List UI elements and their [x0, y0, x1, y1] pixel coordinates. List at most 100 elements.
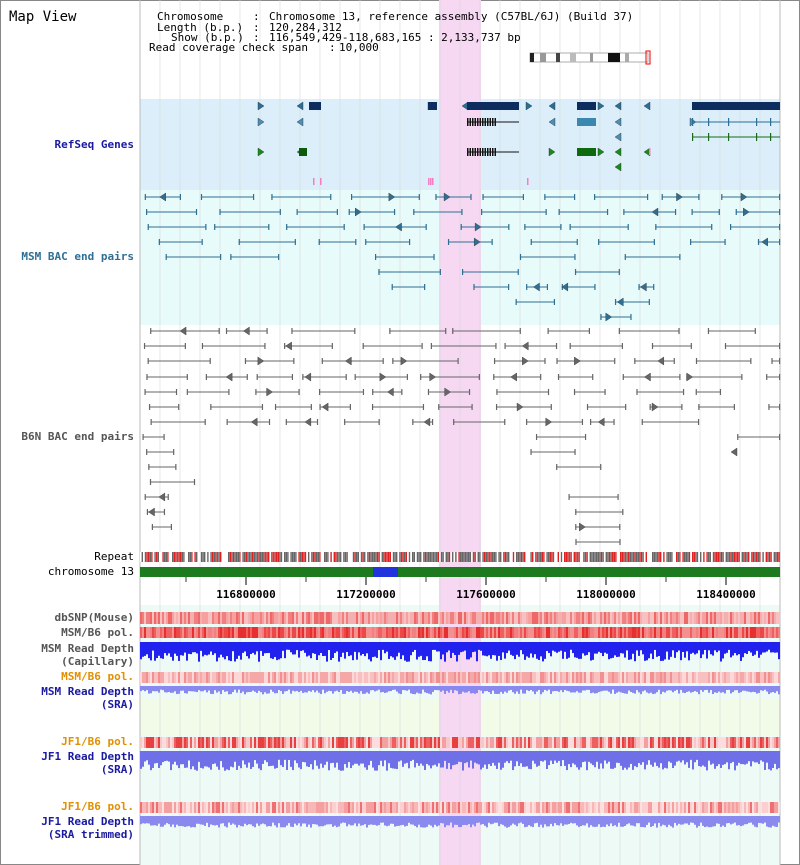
jf1-b6-pol-label-2[interactable]: JF1/B6 pol. — [61, 800, 134, 813]
depth-bar — [628, 816, 630, 824]
bac-end — [573, 389, 576, 395]
stripe-cell — [738, 612, 740, 624]
stripe-cell — [570, 737, 572, 748]
bac-end — [779, 404, 781, 410]
stripe-cell — [224, 672, 226, 683]
depth-bar — [532, 816, 534, 828]
msm-depth-capillary-label-1[interactable]: MSM Read Depth — [41, 642, 134, 655]
bac-end — [569, 343, 571, 349]
depth-bar — [760, 686, 762, 691]
stripe-cell — [354, 672, 356, 683]
stripe-cell — [192, 672, 194, 683]
depth-bar — [316, 642, 318, 661]
stripe-cell — [756, 612, 758, 624]
repeat-element — [304, 552, 307, 562]
repeat-element — [287, 552, 289, 562]
stripe-cell — [716, 612, 718, 624]
stripe-cell — [142, 802, 144, 813]
bac-end — [681, 404, 683, 410]
bac-end — [779, 358, 781, 364]
depth-bar — [152, 686, 154, 692]
depth-bar — [760, 816, 762, 824]
stripe-cell — [602, 612, 604, 624]
depth-bar — [148, 686, 150, 694]
stripe-cell — [614, 612, 616, 624]
stripe-cell — [452, 612, 454, 624]
stripe-cell — [582, 802, 584, 813]
depth-bar — [686, 642, 688, 652]
depth-bar — [378, 751, 380, 766]
stripe-cell — [642, 672, 644, 683]
bac-end — [600, 314, 602, 320]
stripe-cell — [404, 612, 406, 624]
msm-depth-sra-label-1[interactable]: MSM Read Depth — [41, 685, 134, 698]
depth-bar — [210, 751, 212, 770]
depth-bar — [324, 816, 326, 826]
jf1-depth-sra-label-1[interactable]: JF1 Read Depth — [41, 750, 134, 763]
stripe-cell — [584, 802, 586, 813]
depth-bar — [388, 751, 390, 764]
stripe-cell — [154, 802, 156, 813]
b6n-bac-label[interactable]: B6N BAC end pairs — [21, 430, 134, 443]
gene-tick — [432, 178, 434, 185]
bac-end — [695, 358, 698, 364]
stripe-cell — [612, 672, 614, 683]
stripe-cell — [694, 627, 696, 638]
depth-bar — [742, 642, 744, 658]
depth-bar — [472, 751, 474, 769]
depth-bar — [528, 816, 530, 826]
repeat-element — [589, 552, 591, 562]
bac-end — [589, 419, 592, 425]
msm-bac-label[interactable]: MSM BAC end pairs — [21, 250, 134, 263]
axis-tick-label: 118400000 — [696, 588, 756, 601]
stripe-cell — [622, 627, 624, 638]
stripe-cell — [148, 802, 150, 813]
depth-bar — [580, 686, 582, 693]
depth-bar — [750, 751, 752, 767]
stripe-cell — [198, 737, 200, 748]
gene-exon — [489, 148, 491, 156]
repeat-element — [685, 552, 687, 562]
depth-bar — [306, 686, 308, 693]
depth-bar — [758, 686, 760, 693]
depth-bar — [508, 686, 510, 691]
depth-bar — [736, 816, 738, 826]
depth-bar — [706, 816, 708, 827]
stripe-cell — [624, 627, 626, 638]
bac-end-marker — [444, 387, 452, 397]
stripe-cell — [704, 737, 706, 748]
depth-bar — [168, 686, 170, 692]
depth-bar — [770, 816, 772, 828]
msm-depth-sra-label-2[interactable]: (SRA) — [100, 698, 134, 711]
dbsnp-label[interactable]: dbSNP(Mouse) — [54, 611, 134, 624]
bac-end — [679, 374, 681, 380]
repeat-element — [168, 552, 171, 562]
depth-bar — [540, 751, 542, 761]
msm-depth-capillary-label-2[interactable]: (Capillary) — [61, 655, 134, 668]
jf1-depth-trimmed-label-1[interactable]: JF1 Read Depth — [41, 815, 134, 828]
stripe-cell — [550, 672, 552, 683]
depth-bar — [724, 751, 726, 765]
jf1-b6-pol-label[interactable]: JF1/B6 pol. — [61, 735, 134, 748]
bac-end — [690, 239, 692, 245]
stripe-cell — [278, 627, 280, 638]
repeat-element — [436, 552, 438, 562]
depth-bar — [206, 751, 208, 767]
stripe-cell — [418, 802, 420, 813]
msm-b6-pol-sra-label[interactable]: MSM/B6 pol. — [61, 670, 134, 683]
stripe-cell — [472, 802, 474, 813]
msm-b6-pol-label[interactable]: MSM/B6 pol. — [61, 626, 134, 639]
repeat-element — [666, 552, 668, 562]
depth-bar — [644, 686, 646, 691]
stripe-cell — [370, 612, 372, 624]
refseq-genes-label[interactable]: RefSeq Genes — [54, 138, 134, 151]
repeat-element — [669, 552, 671, 562]
jf1-depth-trimmed-label-2[interactable]: (SRA trimmed) — [47, 828, 134, 841]
depth-bar — [328, 816, 330, 825]
stripe-cell — [156, 672, 158, 683]
repeat-element — [648, 552, 651, 562]
jf1-depth-sra-label-2[interactable]: (SRA) — [100, 763, 134, 776]
depth-bar — [238, 686, 240, 690]
stripe-cell — [570, 672, 572, 683]
